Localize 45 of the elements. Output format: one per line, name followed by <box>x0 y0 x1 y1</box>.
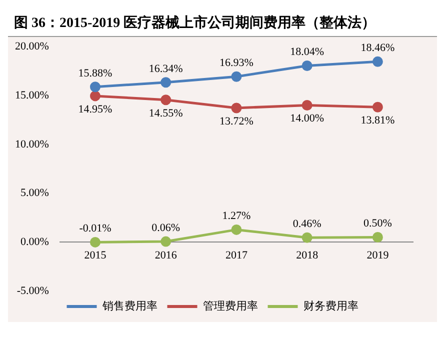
data-label: 18.46% <box>360 42 395 54</box>
data-label: 14.00% <box>290 112 324 125</box>
x-tick-label: 2017 <box>225 250 248 262</box>
y-tick-label: 5.00% <box>20 187 49 200</box>
y-tick-label: 20.00% <box>14 40 49 52</box>
point <box>372 102 383 112</box>
point <box>302 60 312 72</box>
point <box>302 232 312 243</box>
x-tick-label: 2015 <box>84 250 107 262</box>
data-label: -0.01% <box>79 222 112 235</box>
point <box>160 77 172 88</box>
y-tick-label: 0.00% <box>20 236 49 248</box>
y-tick-label: 10.00% <box>14 138 49 150</box>
data-label: 15.88% <box>78 67 112 80</box>
x-tick-label: 2016 <box>154 250 178 262</box>
chart-title: 图 36：2015-2019 医疗器械上市公司期间费用率（整体法） <box>8 8 437 37</box>
point <box>90 90 100 102</box>
data-label: 13.81% <box>360 114 395 127</box>
point <box>231 71 242 82</box>
point <box>302 100 312 111</box>
data-label: 0.46% <box>292 218 322 230</box>
point <box>372 232 383 242</box>
point <box>90 82 100 92</box>
data-label: 18.04% <box>290 46 324 58</box>
point <box>372 56 383 67</box>
point <box>160 94 172 106</box>
data-label: 0.50% <box>363 218 392 230</box>
y-tick-label: -5.00% <box>16 284 49 297</box>
legend-label: 管理费用率 <box>202 299 258 312</box>
data-label: 16.93% <box>219 57 254 70</box>
data-label: 1.27% <box>222 210 251 222</box>
y-tick-label: 15.00% <box>14 89 49 102</box>
data-label: 13.72% <box>219 115 254 128</box>
point <box>231 102 242 114</box>
point <box>90 236 100 248</box>
point <box>160 236 172 247</box>
legend-label: 销售费用率 <box>101 299 158 312</box>
x-tick-label: 2019 <box>366 250 390 262</box>
legend-label: 财务费用率 <box>303 299 358 312</box>
data-label: 16.34% <box>148 62 183 75</box>
data-label: 14.55% <box>148 107 183 120</box>
data-label: 0.06% <box>152 222 180 234</box>
point <box>231 224 242 235</box>
data-label: 14.95% <box>78 103 112 116</box>
x-tick-label: 2018 <box>296 250 319 262</box>
